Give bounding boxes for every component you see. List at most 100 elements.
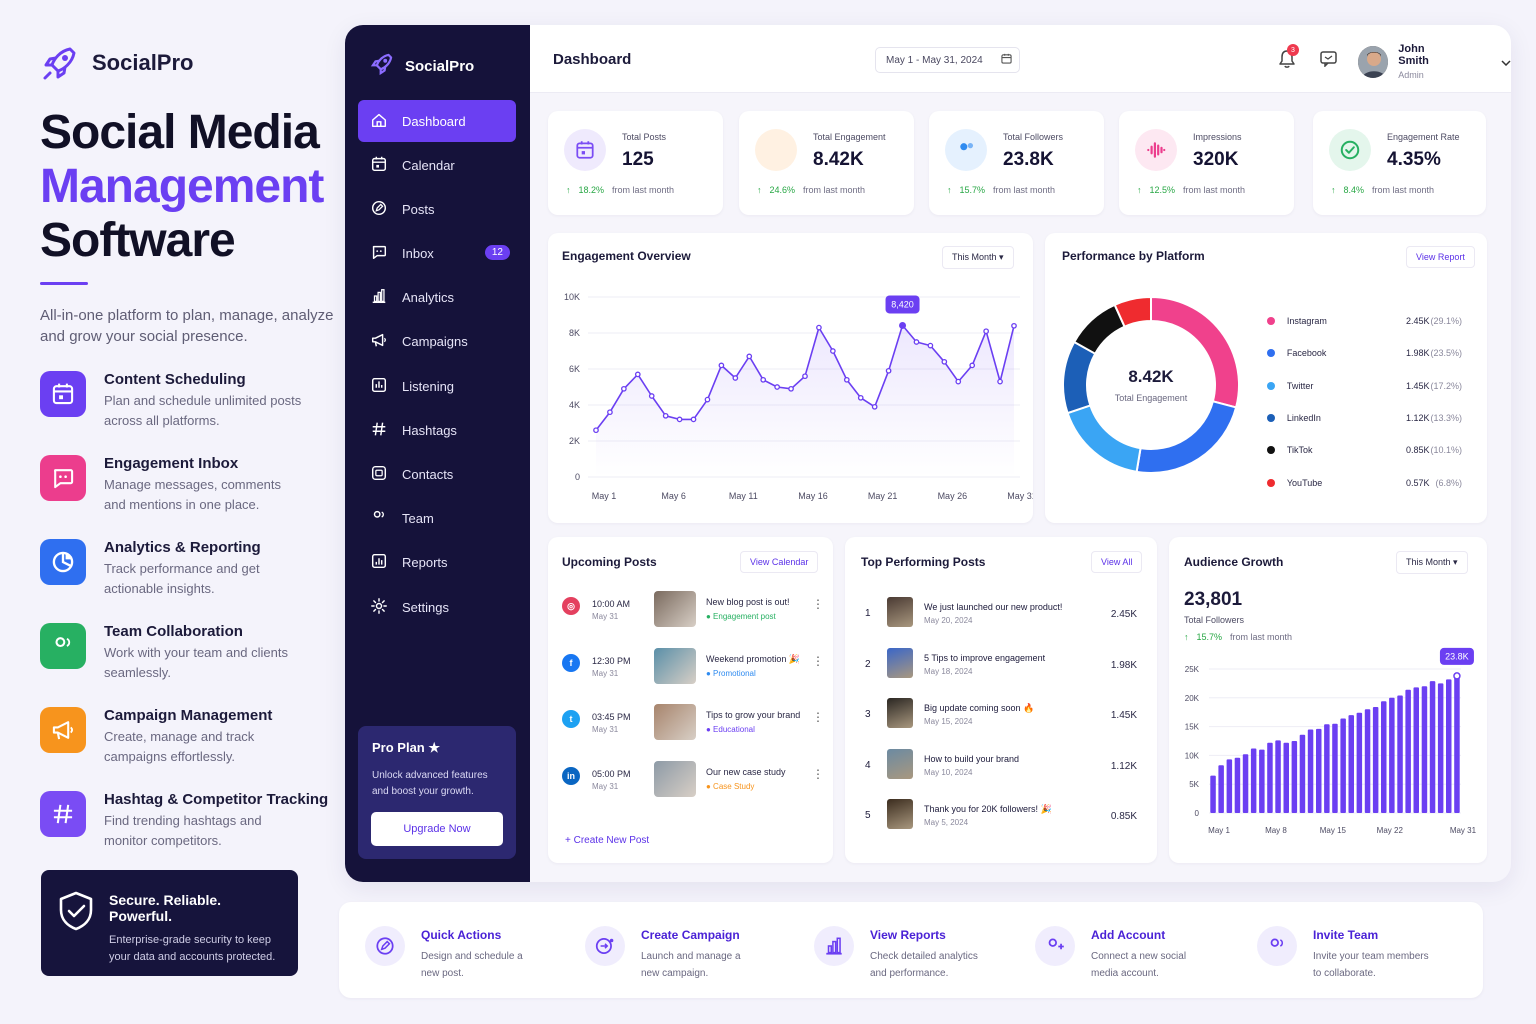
- audience-growth-card: Audience Growth This Month ▾ 23,801 Tota…: [1169, 537, 1487, 863]
- sidebar-item-calendar[interactable]: Calendar: [358, 144, 516, 186]
- bar: [1291, 741, 1298, 813]
- data-point: [913, 339, 920, 345]
- more-options-icon[interactable]: ⋮: [812, 766, 824, 781]
- legend-swatch: [1267, 446, 1275, 455]
- sidebar-item-reports[interactable]: Reports: [358, 542, 516, 584]
- post-thumbnail: [887, 698, 913, 728]
- quick-action-text: Quick Actions Design and schedule a new p…: [421, 926, 541, 982]
- post-tag: ● Promotional: [706, 668, 756, 678]
- stat-value: 23.8K: [1003, 149, 1054, 170]
- bar: [1372, 707, 1379, 813]
- post-thumbnail: [887, 748, 913, 779]
- quick-action-title: Quick Actions: [421, 928, 502, 942]
- legend-swatch: [1267, 381, 1275, 390]
- data-point: [607, 409, 613, 416]
- top-post-row[interactable]: 4 How to build your brand May 10, 2024 1.12…: [845, 744, 1145, 794]
- stat-label: Total Posts: [622, 132, 667, 142]
- data-point: [816, 324, 822, 331]
- user-menu[interactable]: John Smith Admin: [1358, 43, 1511, 80]
- upcoming-post-row[interactable]: in 05:00 PM May 31 Our new case study ● Case…: [548, 760, 833, 817]
- sidebar-item-listening[interactable]: Listening: [358, 365, 516, 407]
- sidebar-brand-name: SocialPro: [405, 57, 475, 75]
- post-title: Weekend promotion 🎉: [706, 653, 801, 664]
- sidebar-item-campaigns[interactable]: Campaigns: [358, 321, 516, 363]
- post-time: 12:30 PM: [592, 655, 631, 666]
- sidebar-item-dashboard[interactable]: Dashboard: [358, 100, 516, 142]
- quick-action-invite-team[interactable]: Invite Team Invite your team members to c…: [1257, 926, 1433, 982]
- audience-period-select[interactable]: This Month ▾: [1396, 551, 1468, 574]
- data-point: [593, 427, 599, 434]
- feature-item: Campaign Management Create, manage and tr…: [40, 705, 340, 789]
- quick-action-add-account[interactable]: Add Account Connect a new social media ac…: [1035, 926, 1211, 982]
- sidebar-item-inbox[interactable]: Inbox 12: [358, 233, 516, 275]
- create-new-post-link[interactable]: + Create New Post: [565, 835, 650, 846]
- quick-action-create-campaign[interactable]: Create Campaign Launch and manage a new c…: [585, 926, 761, 982]
- post-title: Big update coming soon 🔥: [924, 703, 1035, 713]
- more-options-icon[interactable]: ⋮: [812, 653, 824, 668]
- legend-swatch: [1267, 414, 1275, 423]
- avatar: [1358, 45, 1389, 78]
- top-post-row[interactable]: 5 Thank you for 20K followers! 🎉 May 5, 20…: [845, 794, 1145, 844]
- users-icon: [945, 129, 987, 171]
- view-report-link[interactable]: View Report: [1406, 246, 1475, 268]
- view-all-link[interactable]: View All: [1091, 551, 1143, 573]
- notifications-button[interactable]: 3: [1278, 44, 1299, 74]
- quick-action-quick-actions[interactable]: Quick Actions Design and schedule a new p…: [365, 926, 541, 982]
- post-thumbnail: [654, 647, 696, 684]
- bar: [1234, 757, 1241, 813]
- audience-label: Total Followers: [1184, 615, 1245, 625]
- post-date: May 31: [592, 725, 619, 734]
- stat-trend-value: 15.7%: [959, 185, 986, 195]
- feature-desc: Work with your team and clients seamless…: [104, 645, 288, 680]
- upcoming-post-row[interactable]: f 12:30 PM May 31 Weekend promotion 🎉 ● Prom…: [548, 647, 833, 704]
- messages-button[interactable]: [1320, 51, 1337, 72]
- engagement-period-select[interactable]: This Month ▾: [942, 246, 1014, 269]
- trend-up-icon: ↑: [1184, 632, 1189, 642]
- quick-action-view-reports[interactable]: View Reports Check detailed analytics and…: [814, 926, 990, 982]
- upcoming-post-row[interactable]: t 03:45 PM May 31 Tips to grow your brand ● …: [548, 704, 833, 760]
- upgrade-now-button[interactable]: Upgrade Now: [371, 812, 503, 846]
- sidebar-item-analytics[interactable]: Analytics: [358, 277, 516, 319]
- bar: [1389, 697, 1395, 813]
- sidebar-item-settings[interactable]: Settings: [358, 586, 516, 628]
- data-point: [843, 376, 850, 383]
- feature-text: Content Scheduling Plan and schedule unli…: [104, 369, 304, 453]
- more-options-icon[interactable]: ⋮: [812, 597, 824, 611]
- y-tick-label: 0: [1195, 809, 1200, 818]
- highlight-point: [1453, 672, 1461, 680]
- sidebar-item-label: Calendar: [402, 157, 455, 173]
- sidebar-item-posts[interactable]: Posts: [358, 188, 516, 230]
- stat-trend-value: 8.4%: [1343, 185, 1365, 195]
- bar: [1283, 742, 1289, 813]
- sidebar-item-label: Team: [402, 511, 434, 527]
- sidebar-item-hashtags[interactable]: Hashtags: [358, 409, 516, 451]
- top-post-row[interactable]: 3 Big update coming soon 🔥 May 15, 2024 1.4…: [845, 693, 1145, 743]
- view-calendar-link[interactable]: View Calendar: [740, 551, 819, 573]
- post-engagement-value: 1.98K: [1110, 659, 1137, 671]
- upcoming-post-row[interactable]: ◎ 10:00 AM May 31 New blog post is out! ● En…: [548, 591, 833, 647]
- top-post-row[interactable]: 1 We just launched our new product! May 20…: [845, 592, 1145, 642]
- twitter-icon: t: [562, 710, 580, 728]
- bar: [1226, 759, 1233, 813]
- top-post-row[interactable]: 2 5 Tips to improve engagement May 18, 202…: [845, 643, 1145, 693]
- quick-action-desc: Connect a new social media account.: [1091, 951, 1187, 979]
- date-range-picker[interactable]: May 1 - May 31, 2024: [875, 47, 1020, 73]
- legend-value: 0.57K: [1406, 477, 1430, 488]
- quick-action-desc: Launch and manage a new campaign.: [641, 951, 741, 979]
- pie-chart-icon: [40, 539, 86, 585]
- feature-title: Team Collaboration: [104, 623, 243, 640]
- stat-value: 125: [622, 149, 654, 170]
- brand: SocialPro: [40, 40, 340, 86]
- date-range-value: May 1 - May 31, 2024: [886, 54, 983, 66]
- sidebar-item-contacts[interactable]: Contacts: [358, 454, 516, 496]
- post-date: May 5, 2024: [924, 818, 969, 827]
- donut-center-value: 8.42K: [1128, 367, 1174, 386]
- sidebar-brand[interactable]: SocialPro: [369, 51, 474, 81]
- bar: [1340, 718, 1346, 813]
- more-options-icon[interactable]: ⋮: [812, 710, 824, 724]
- x-tick-label: May 6: [661, 491, 686, 501]
- calendar-icon: [370, 155, 388, 176]
- message-icon: [1320, 51, 1337, 71]
- sidebar-item-team[interactable]: Team: [358, 498, 516, 540]
- x-tick-label: May 8: [1265, 826, 1287, 835]
